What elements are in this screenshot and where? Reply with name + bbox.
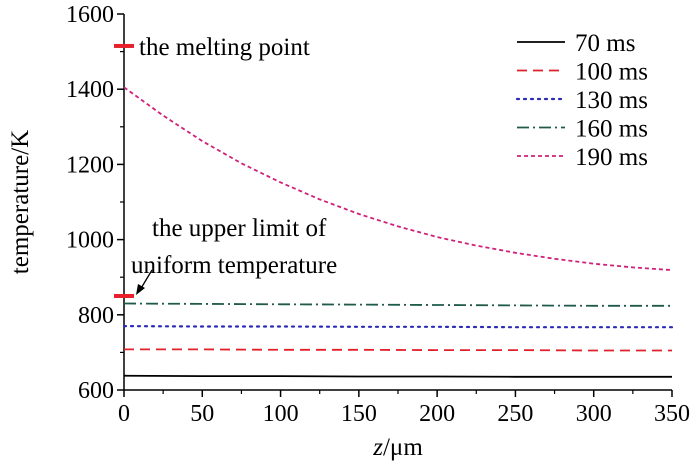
- melting-point-marker: [114, 43, 134, 48]
- x-axis-title-variable: z: [372, 434, 383, 461]
- x-axis-title-unit: /μm: [383, 434, 423, 461]
- x-tick-label: 50: [190, 401, 214, 427]
- y-tick-label: 1000: [66, 228, 114, 254]
- legend-label-2: 130 ms: [575, 87, 648, 114]
- legend-label-1: 100 ms: [575, 59, 648, 86]
- x-tick-label: 100: [263, 401, 299, 427]
- x-tick-label: 350: [654, 401, 690, 427]
- x-tick-label: 150: [341, 401, 377, 427]
- x-axis-title: z/μm: [372, 434, 423, 461]
- y-axis-title: temperature/K: [7, 130, 34, 274]
- series-lines: [122, 86, 674, 378]
- series-line-3: [123, 302, 672, 307]
- series-line-4: [123, 86, 673, 271]
- x-tick-label: 250: [497, 401, 533, 427]
- upper-limit-marker: [114, 294, 134, 298]
- upper-limit-label-line1: the upper limit of: [152, 215, 327, 242]
- x-ticks: 0 50 100 150 200 250 300 350: [118, 390, 690, 427]
- legend-label-0: 70 ms: [575, 30, 635, 57]
- y-tick-label: 1400: [66, 77, 114, 103]
- y-tick-label: 1200: [66, 152, 114, 178]
- series-line-1: [124, 348, 672, 352]
- y-tick-label: 800: [78, 303, 114, 329]
- x-tick-label: 200: [419, 401, 455, 427]
- series-line-2: [122, 325, 674, 329]
- x-tick-label: 300: [576, 401, 612, 427]
- melting-point-label: the melting point: [139, 34, 310, 61]
- x-tick-label: 0: [118, 401, 130, 427]
- upper-limit-label-line2: uniform temperature: [131, 252, 337, 279]
- series-line-0: [123, 374, 672, 378]
- y-tick-label: 1600: [66, 2, 114, 28]
- upper-limit-arrowhead: [136, 284, 145, 295]
- y-tick-label: 600: [78, 378, 114, 404]
- legend-label-3: 160 ms: [575, 116, 648, 143]
- y-ticks: 600 800 1000 1200 1400 1600: [66, 2, 124, 404]
- legend-label-4: 190 ms: [575, 144, 648, 171]
